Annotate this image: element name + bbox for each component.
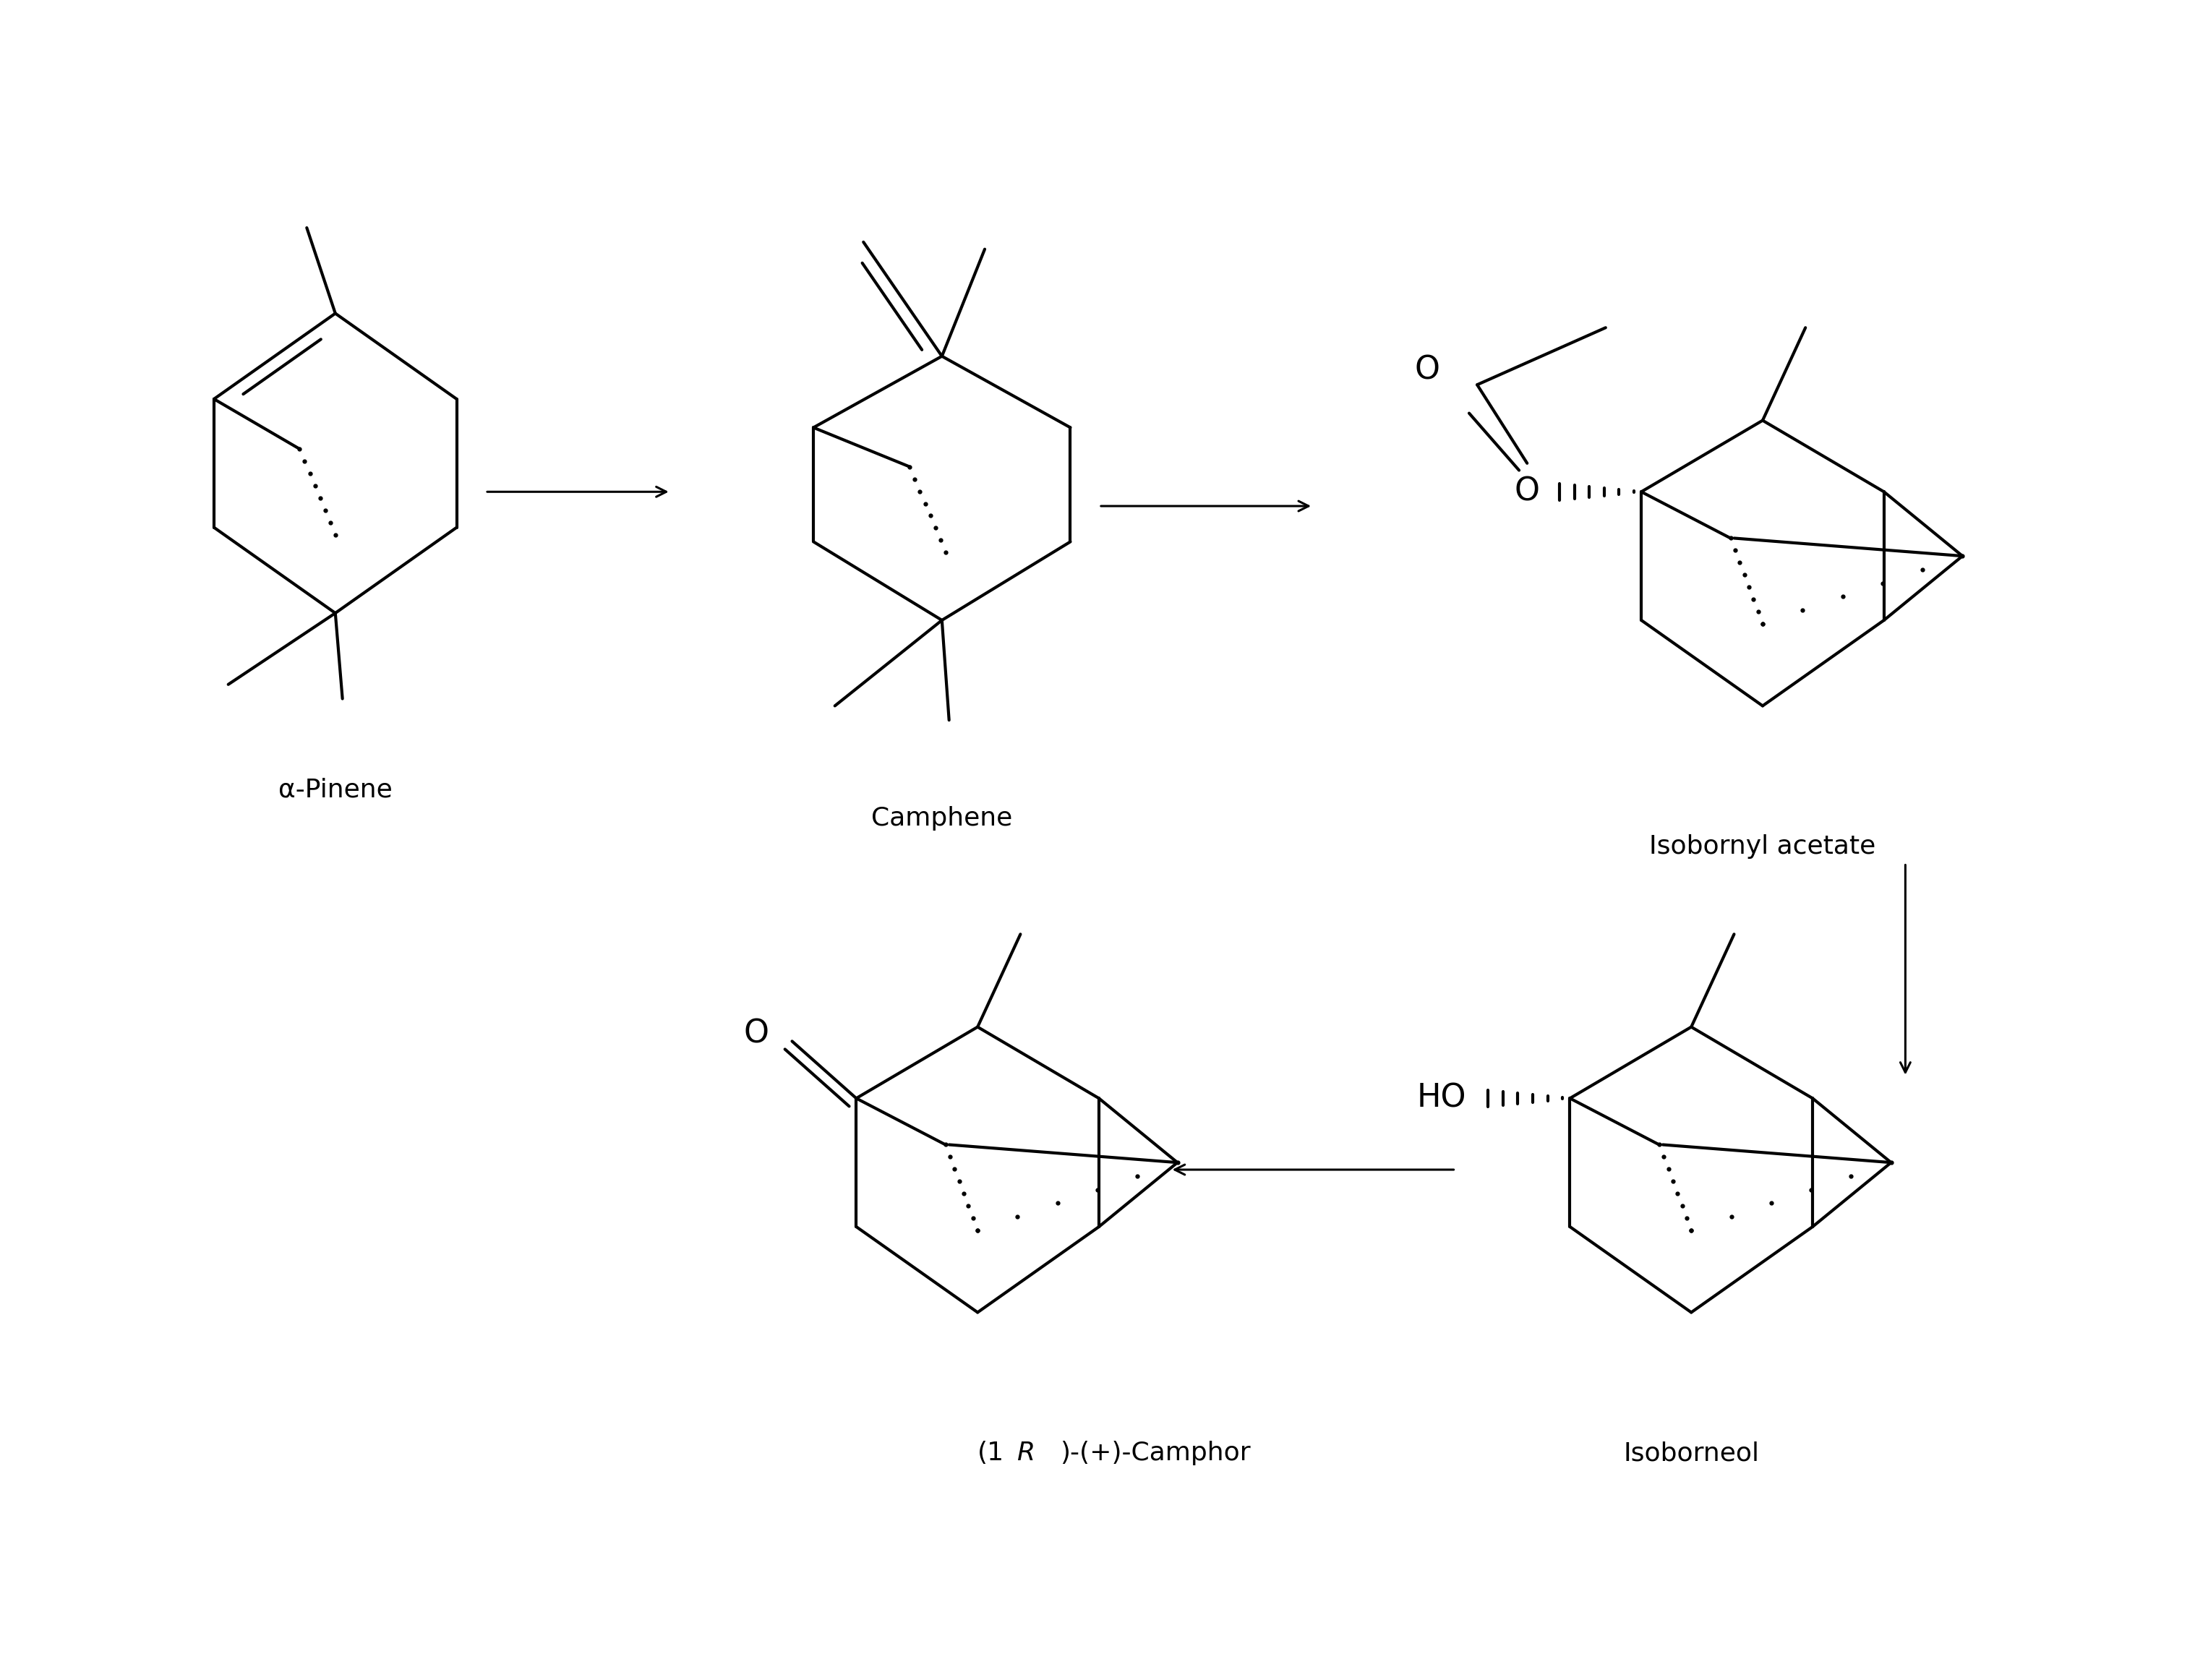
Text: )-(+)-Camphor: )-(+)-Camphor <box>1060 1441 1251 1465</box>
Text: O: O <box>744 1018 768 1050</box>
Text: R: R <box>1016 1441 1036 1465</box>
Text: Camphene: Camphene <box>871 806 1012 830</box>
Text: Isobornyl acetate: Isobornyl acetate <box>1648 835 1877 858</box>
Text: Isoborneol: Isoborneol <box>1624 1441 1758 1465</box>
Text: O: O <box>1515 475 1539 507</box>
Text: (1: (1 <box>977 1441 1005 1465</box>
Text: O: O <box>1414 354 1440 386</box>
Text: α-Pinene: α-Pinene <box>279 778 393 801</box>
Text: HO: HO <box>1416 1084 1466 1114</box>
